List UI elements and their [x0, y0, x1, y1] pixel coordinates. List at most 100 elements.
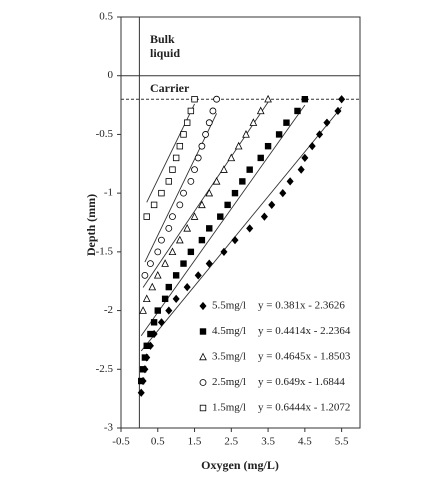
point — [206, 225, 213, 232]
point — [227, 153, 236, 162]
point — [283, 119, 290, 126]
x-axis-label: Oxygen (mg/L) — [201, 458, 279, 472]
point — [198, 142, 206, 150]
region-label: liquid — [150, 46, 180, 60]
point — [224, 201, 231, 209]
legend-label: 2.5mg/l — [212, 376, 246, 388]
point — [165, 224, 173, 232]
x-tick-label: 4.5 — [298, 436, 312, 448]
legend-equation: y = 0.4645x - 1.8503 — [258, 351, 351, 363]
legend-marker — [199, 404, 207, 412]
point — [198, 236, 206, 244]
point — [172, 294, 180, 303]
point — [246, 224, 254, 233]
point — [143, 342, 150, 349]
point — [141, 354, 149, 361]
point — [172, 272, 180, 279]
legend-label: 4.5mg/l — [212, 325, 246, 337]
point — [183, 282, 191, 292]
point — [157, 318, 165, 327]
point — [301, 153, 309, 163]
point — [264, 94, 272, 103]
legend-equation: y = 0.381x - 2.3626 — [258, 300, 345, 312]
point — [257, 154, 264, 162]
y-tick-label: -3 — [104, 422, 114, 434]
legend-marker — [199, 352, 207, 361]
region-label: Carrier — [150, 81, 190, 95]
legend-equation: y = 0.649x - 1.6844 — [258, 376, 345, 388]
point — [147, 260, 154, 268]
point — [158, 236, 165, 244]
point — [154, 307, 161, 314]
x-tick-label: 3.5 — [261, 436, 275, 448]
point — [137, 388, 145, 397]
trendline — [140, 106, 342, 352]
plot-frame — [120, 16, 361, 429]
point — [220, 247, 228, 256]
point — [176, 201, 184, 209]
point — [161, 295, 169, 303]
y-axis-label: Depth (mm) — [84, 194, 98, 256]
point — [187, 107, 195, 115]
point — [180, 131, 187, 138]
point — [187, 248, 195, 256]
point — [154, 248, 162, 256]
x-tick-label: 2.5 — [224, 436, 238, 448]
point — [141, 271, 149, 279]
point — [268, 200, 276, 210]
point — [161, 259, 169, 267]
point — [180, 189, 187, 197]
point — [246, 166, 253, 173]
legend-equation: y = 0.6444x - 1.2072 — [258, 402, 350, 414]
point — [217, 213, 224, 220]
point — [286, 177, 294, 186]
point — [279, 189, 287, 198]
point — [187, 177, 195, 185]
y-tick-label: 0.5 — [99, 11, 113, 23]
point — [191, 166, 198, 174]
point — [275, 131, 283, 138]
point — [143, 213, 150, 220]
point — [168, 247, 177, 256]
point — [169, 166, 176, 173]
point — [169, 213, 176, 221]
point — [202, 131, 209, 138]
point — [190, 212, 199, 220]
point — [316, 130, 324, 139]
point — [194, 154, 202, 162]
region-label: Bulk — [150, 32, 175, 46]
point — [260, 212, 268, 221]
point — [198, 200, 206, 209]
point — [323, 118, 331, 127]
point — [264, 142, 272, 150]
point — [175, 235, 184, 244]
y-tick-label: -2 — [104, 304, 113, 316]
point — [165, 178, 172, 185]
point — [183, 223, 192, 232]
trendline — [146, 103, 195, 203]
x-tick-label: 5.5 — [335, 436, 349, 448]
point — [165, 306, 173, 315]
x-tick-label: -0.5 — [112, 436, 130, 448]
point — [150, 201, 158, 209]
y-tick-label: 0 — [108, 69, 114, 81]
point — [213, 95, 221, 103]
x-tick-label: 0.5 — [151, 436, 165, 448]
point — [138, 377, 145, 385]
point — [194, 271, 202, 280]
point — [338, 95, 346, 104]
point — [242, 130, 250, 138]
y-tick-label: -1.5 — [96, 245, 114, 257]
point — [165, 283, 172, 291]
point — [147, 330, 154, 338]
legend-label: 1.5mg/l — [212, 402, 246, 414]
x-tick-label: 1.5 — [188, 436, 202, 448]
point — [205, 259, 213, 268]
point — [212, 177, 221, 185]
legend-marker — [199, 328, 207, 335]
trendline — [140, 104, 306, 337]
legend-label: 3.5mg/l — [212, 351, 246, 363]
trendline — [144, 113, 218, 263]
legend-equation: y = 0.4414x - 2.2364 — [258, 325, 351, 337]
